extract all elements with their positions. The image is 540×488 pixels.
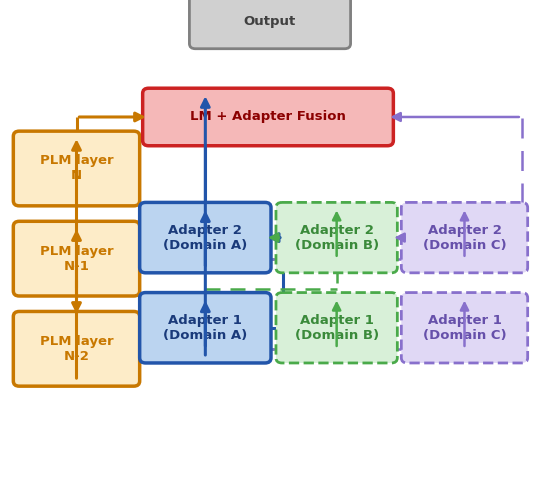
Text: LM + Adapter Fusion: LM + Adapter Fusion [190, 110, 346, 123]
FancyBboxPatch shape [276, 293, 397, 363]
Text: Adapter 1
(Domain B): Adapter 1 (Domain B) [295, 314, 379, 342]
FancyBboxPatch shape [143, 88, 393, 146]
FancyBboxPatch shape [401, 203, 528, 273]
Text: Adapter 2
(Domain B): Adapter 2 (Domain B) [295, 224, 379, 252]
Text: Adapter 1
(Domain C): Adapter 1 (Domain C) [423, 314, 507, 342]
FancyBboxPatch shape [276, 203, 397, 273]
Text: PLM layer
N-1: PLM layer N-1 [39, 244, 113, 273]
FancyBboxPatch shape [140, 203, 271, 273]
FancyBboxPatch shape [190, 0, 350, 49]
FancyBboxPatch shape [14, 221, 140, 296]
Text: PLM layer
N: PLM layer N [39, 155, 113, 183]
Text: Adapter 2
(Domain A): Adapter 2 (Domain A) [163, 224, 247, 252]
Text: Adapter 2
(Domain C): Adapter 2 (Domain C) [423, 224, 507, 252]
Text: Adapter 1
(Domain A): Adapter 1 (Domain A) [163, 314, 247, 342]
FancyBboxPatch shape [14, 131, 140, 206]
FancyBboxPatch shape [401, 293, 528, 363]
Text: Output: Output [244, 15, 296, 28]
FancyBboxPatch shape [14, 311, 140, 386]
FancyBboxPatch shape [140, 293, 271, 363]
Text: PLM layer
N-2: PLM layer N-2 [39, 335, 113, 363]
